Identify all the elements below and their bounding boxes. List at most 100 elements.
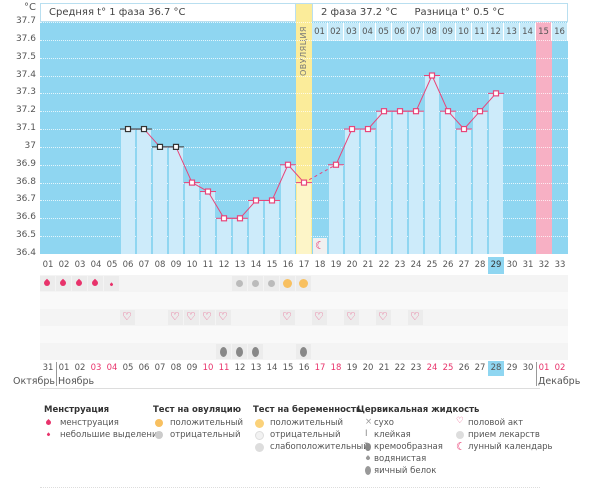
temperature-bar [153, 146, 167, 254]
calendar-date: 09 [186, 363, 198, 373]
legend-ovulation-positive: положительный [170, 418, 243, 428]
temperature-bar [281, 164, 295, 254]
y-tick-label: 37.1 [15, 123, 36, 134]
data-point[interactable] [140, 125, 148, 133]
marker-row [40, 292, 568, 309]
menstruation-cell [40, 276, 55, 291]
legend-heading-pregnancy-test: Тест на беременность [253, 405, 362, 415]
menstruation-icon [90, 278, 100, 288]
temperature-bar [233, 218, 247, 254]
data-point[interactable] [444, 108, 452, 115]
cycle-day-label: 08 [154, 260, 166, 270]
gridline [40, 57, 568, 59]
cycle-day-label: 18 [314, 260, 326, 270]
calendar-date: 23 [410, 363, 422, 373]
month-label: Октябрь [13, 376, 55, 387]
calendar-date: 30 [522, 363, 534, 373]
data-point[interactable] [380, 108, 388, 115]
line-segment [415, 75, 433, 112]
heart-cell: ♡ [216, 310, 231, 325]
phase2-day-label: 14 [520, 23, 536, 41]
calendar-date: 26 [458, 363, 470, 373]
line-segment [303, 164, 337, 184]
phase2-day-label: 05 [376, 23, 392, 41]
egg-white-icon [365, 466, 371, 475]
calendar-date: 21 [378, 363, 390, 373]
data-point[interactable] [236, 215, 244, 222]
cycle-day-label: 22 [378, 260, 390, 270]
data-point[interactable] [364, 125, 372, 133]
data-point[interactable] [476, 108, 484, 115]
spotting-icon [109, 282, 114, 287]
ovulation-positive-icon [299, 279, 308, 288]
data-point[interactable] [188, 179, 196, 186]
data-point[interactable] [300, 179, 308, 186]
cycle-day-label: 09 [170, 260, 182, 270]
ovulation-negative-cell [232, 276, 247, 291]
phase2-day-label: 03 [344, 23, 360, 41]
data-point[interactable] [492, 90, 500, 97]
line-segment [271, 164, 289, 201]
data-point[interactable] [428, 72, 436, 79]
ovulation-negative-cell [264, 276, 279, 291]
temperature-bar [297, 182, 311, 254]
calendar-date: 03 [90, 363, 102, 373]
calendar-date: 05 [122, 363, 134, 373]
data-point[interactable] [412, 108, 420, 115]
data-point[interactable] [460, 125, 468, 133]
data-point[interactable] [268, 197, 276, 204]
spotting-icon [46, 432, 51, 437]
heart-icon: ♡ [186, 310, 196, 323]
menstruation-cell [72, 276, 87, 291]
egg-white-icon [252, 347, 259, 357]
watery-icon [365, 455, 371, 461]
data-point[interactable] [124, 125, 132, 133]
data-point[interactable] [172, 143, 180, 150]
cycle-day-label: 15 [266, 260, 278, 270]
sticky-icon: I [365, 429, 368, 439]
data-point[interactable] [396, 108, 404, 115]
temperature-bar [217, 218, 231, 254]
calendar-date: 07 [154, 363, 166, 373]
phase2-day-label: 08 [424, 23, 440, 41]
temperature-bar [473, 111, 487, 254]
ovulation-positive-cell [296, 276, 311, 291]
calendar-date: 28 [488, 361, 504, 376]
data-point[interactable] [348, 125, 356, 133]
gridline [40, 39, 568, 41]
cycle-day-label: 03 [74, 260, 86, 270]
menstruation-icon [74, 278, 84, 288]
legend-heading-menstruation: Менструация [44, 405, 110, 415]
egg-white-icon [220, 347, 227, 357]
cycle-day-label: 13 [234, 260, 246, 270]
data-point[interactable] [204, 188, 212, 195]
cycle-day-label: 30 [506, 260, 518, 270]
heart-icon: ♡ [410, 310, 420, 323]
data-point[interactable] [252, 197, 260, 204]
pregnancy-negative-icon [255, 431, 264, 440]
calendar-date: 01 [538, 363, 550, 373]
calendar-date: 06 [138, 363, 150, 373]
heart-cell: ♡ [408, 310, 423, 325]
legend-lunar: лунный календарь [468, 442, 553, 452]
temperature-bar [377, 111, 391, 254]
data-point[interactable] [156, 143, 164, 150]
calendar-date: 11 [218, 363, 230, 373]
gridline [40, 93, 568, 95]
legend-pregnancy-positive: положительный [270, 418, 343, 428]
heart-cell: ♡ [344, 310, 359, 325]
month-separator [536, 362, 537, 386]
legend-heading-cervical: Цервикальная жидкость [357, 405, 480, 415]
menstruation-icon [42, 278, 52, 288]
data-point[interactable] [220, 215, 228, 222]
phase2-day-label: 10 [456, 23, 472, 41]
data-point[interactable] [284, 161, 292, 168]
y-tick-label: 37.7 [15, 15, 36, 26]
menstruation-cell [56, 276, 71, 291]
spotting-cell [104, 276, 119, 291]
month-label: Декабрь [538, 376, 581, 387]
legend-medication: прием лекарств [468, 430, 540, 440]
legend-egg-white: яичный белок [374, 466, 437, 476]
data-point[interactable] [332, 161, 340, 168]
calendar-date: 17 [314, 363, 326, 373]
